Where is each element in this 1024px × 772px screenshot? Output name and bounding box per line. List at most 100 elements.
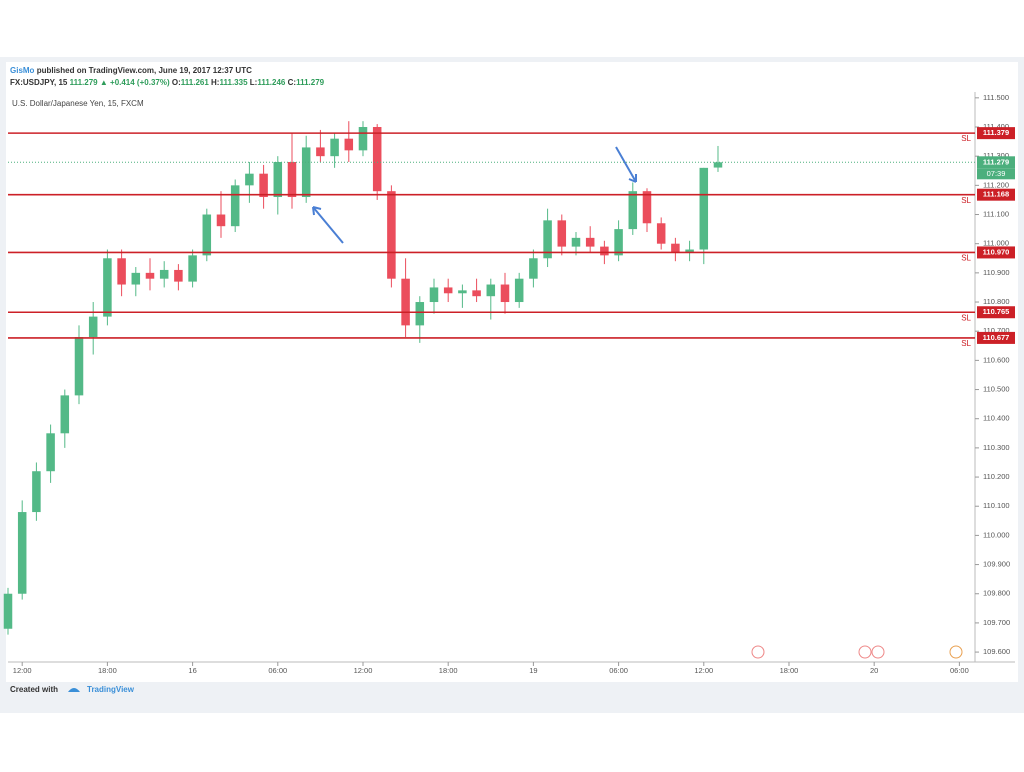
- candle-body: [685, 249, 694, 253]
- candle-body: [316, 147, 325, 157]
- change: ▲ +0.414 (+0.37%): [100, 78, 170, 87]
- last: 111.279: [70, 78, 99, 87]
- candle-body: [472, 290, 481, 297]
- created-with: Created with: [10, 685, 58, 694]
- author: GisMo: [10, 66, 35, 75]
- candle-body: [301, 147, 311, 198]
- level-price-label: 110.970: [983, 247, 1010, 256]
- candle-body: [174, 269, 183, 282]
- arrow: [312, 206, 344, 244]
- y-tick-label: 109.700: [983, 618, 1010, 627]
- candle-body: [387, 191, 396, 279]
- x-tick-label: 06:00: [609, 666, 628, 675]
- candle-body: [202, 214, 212, 256]
- candle-body: [443, 287, 453, 294]
- level-note: SL: [961, 339, 971, 348]
- candle-body: [17, 512, 27, 594]
- x-tick-label: 18:00: [439, 666, 458, 675]
- last-price-box: [977, 156, 1015, 169]
- y-tick-label: 110.200: [983, 472, 1010, 481]
- candle-body: [131, 272, 141, 285]
- candle-body: [543, 220, 552, 259]
- candle-body: [671, 243, 680, 253]
- candle-body: [358, 127, 368, 151]
- level-note: SL: [961, 196, 971, 205]
- candles: [3, 121, 723, 635]
- y-tick-label: 109.600: [983, 647, 1010, 656]
- level-note: SL: [961, 134, 971, 143]
- header-line: GisMo published on TradingView.com, June…: [10, 66, 252, 75]
- event-icon: [949, 645, 963, 659]
- y-tick-label: 110.600: [983, 355, 1010, 364]
- level-price-label: 111.379: [983, 128, 1009, 137]
- level-price-box: [977, 246, 1015, 259]
- candle-body: [529, 258, 538, 279]
- candle-body: [145, 272, 155, 279]
- last-price-label: 111.279: [983, 157, 1009, 166]
- event-icon: [858, 645, 872, 659]
- annotations: [312, 146, 637, 244]
- level-price-box: [977, 306, 1015, 319]
- close-value: 111.279: [296, 78, 325, 87]
- x-tick-label: 12:00: [13, 666, 32, 675]
- event-icon: [871, 645, 885, 659]
- y-tick-label: 110.900: [983, 268, 1010, 277]
- candle-body: [259, 173, 268, 198]
- candle-body: [159, 269, 169, 279]
- candle-body: [628, 191, 638, 230]
- candle-body: [372, 127, 382, 192]
- y-tick-label: 111.100: [983, 210, 1009, 219]
- y-tick-label: 111.300: [983, 151, 1009, 160]
- level-price-box: [977, 188, 1015, 201]
- high-value: 111.335: [219, 78, 248, 87]
- arrow-head: [628, 174, 637, 183]
- candle-body: [32, 471, 41, 513]
- x-tick-label: 12:00: [354, 666, 373, 675]
- brand-logo: [68, 688, 80, 692]
- open-label: O:: [172, 78, 181, 87]
- x-tick-label: 06:00: [268, 666, 287, 675]
- level-price-box: [977, 331, 1015, 344]
- level-price-label: 110.677: [983, 333, 1010, 342]
- candle-body: [344, 138, 354, 151]
- y-tick-label: 111.500: [983, 93, 1009, 102]
- candle-body: [600, 246, 609, 256]
- candle-body: [571, 237, 581, 247]
- low-label: L:: [250, 78, 258, 87]
- candle-body: [88, 316, 98, 338]
- x-tick-label: 06:00: [950, 666, 969, 675]
- x-tick-label: 18:00: [98, 666, 117, 675]
- level-price-label: 110.765: [983, 307, 1010, 316]
- event-icons: [751, 645, 963, 659]
- brand: TradingView: [87, 685, 135, 694]
- y-tick-label: 111.200: [983, 180, 1009, 189]
- candle-body: [230, 185, 240, 227]
- y-tick-label: 110.100: [983, 501, 1010, 510]
- candle-body: [401, 278, 410, 326]
- y-tick-label: 110.800: [983, 297, 1010, 306]
- legend: U.S. Dollar/Japanese Yen, 15, FXCM: [12, 99, 144, 108]
- candle-body: [273, 162, 283, 198]
- x-tick-label: 19: [529, 666, 537, 675]
- level-price-box: [977, 127, 1015, 140]
- x-tick-label: 12:00: [694, 666, 713, 675]
- candle-body: [557, 220, 567, 247]
- level-note: SL: [961, 254, 971, 263]
- candle-body: [3, 593, 13, 629]
- candle-body: [429, 287, 439, 303]
- countdown-box: [977, 168, 1015, 180]
- y-tick-label: 111.000: [983, 239, 1009, 248]
- y-tick-label: 110.300: [983, 443, 1010, 452]
- candle-body: [585, 237, 595, 247]
- candle-body: [46, 433, 55, 472]
- candle-body: [699, 167, 709, 250]
- event-icon: [751, 645, 765, 659]
- candle-body: [458, 290, 467, 294]
- candle-body: [103, 258, 112, 317]
- candle-body: [614, 229, 623, 256]
- candle-body: [642, 191, 652, 224]
- y-tick-label: 109.900: [983, 560, 1010, 569]
- open-value: 111.261: [181, 78, 210, 87]
